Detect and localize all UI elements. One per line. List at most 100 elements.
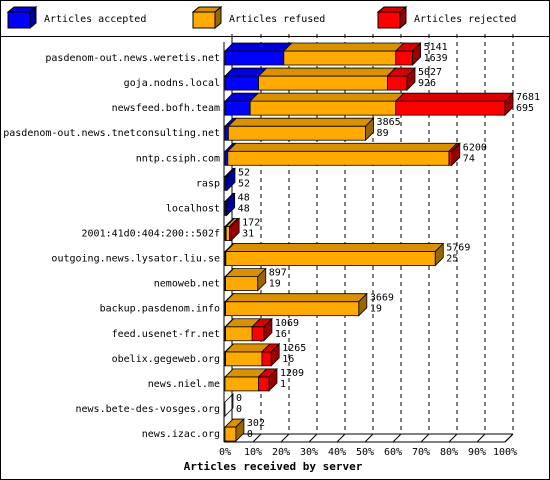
- y-tick-label: pasdenom-out.news.tnetconsulting.net: [3, 128, 220, 139]
- total-label: 7681: [516, 92, 540, 103]
- tick-mark: [392, 433, 402, 443]
- legend-label: Articles refused: [229, 14, 325, 25]
- x-axis-label: Articles received by server: [184, 460, 363, 473]
- accepted-label: 74: [463, 153, 475, 164]
- bar-front: [224, 426, 237, 442]
- bar-end: [434, 242, 444, 267]
- tick-mark: [420, 433, 430, 443]
- bar-top: [257, 67, 397, 77]
- bar-front: [225, 301, 360, 317]
- accepted-label: 0: [236, 404, 242, 415]
- accepted-label: 52: [238, 178, 250, 189]
- bar-top: [224, 42, 293, 52]
- total-label: 1209: [280, 368, 304, 379]
- bar-front: [283, 50, 397, 66]
- bar-end: [226, 192, 236, 217]
- bar-top: [226, 142, 458, 152]
- accepted-label: 89: [377, 128, 389, 139]
- y-tick-label: localhost: [166, 203, 220, 214]
- bar-front: [224, 150, 229, 166]
- bar-front: [225, 251, 436, 266]
- bar-front: [227, 150, 450, 166]
- bar-top: [227, 117, 375, 127]
- bar-end: [365, 117, 374, 142]
- x-tick-label: 30%: [300, 447, 318, 458]
- bar-end: [504, 92, 514, 117]
- y-tick-label: nemoweb.net: [154, 279, 220, 290]
- accepted-label: 16: [282, 354, 294, 365]
- bar-segment: [224, 293, 368, 317]
- accepted-label: 25: [446, 254, 458, 265]
- bar-front: [225, 226, 230, 241]
- total-label: 52: [238, 167, 250, 178]
- bar-segment: [224, 243, 445, 266]
- bar-end: [412, 42, 422, 66]
- accepted-label: 31: [242, 228, 254, 239]
- bar-end: [226, 167, 236, 192]
- bar-front: [395, 50, 413, 66]
- accepted-label: 19: [370, 304, 382, 315]
- bar-end: [263, 317, 273, 342]
- total-label: 1069: [275, 318, 299, 329]
- bar-front: [258, 75, 388, 91]
- tick-mark: [476, 433, 486, 443]
- bar-segment: [249, 92, 405, 116]
- bar-segment: [394, 42, 422, 66]
- x-tick-label: 0%: [219, 447, 231, 458]
- bar-top: [394, 92, 514, 102]
- y-tick-label: newsfeed.bofh.team: [112, 103, 220, 114]
- accepted-label: 19: [269, 279, 281, 290]
- y-tick-label: news.niel.me: [148, 379, 220, 390]
- bar-segment: [224, 368, 268, 392]
- tick-mark: [364, 433, 374, 443]
- y-tick-label: news.izac.org: [142, 429, 220, 440]
- bar-segment: [227, 117, 375, 141]
- bar-front: [251, 326, 265, 342]
- total-label: 0: [236, 393, 242, 404]
- x-tick-label: 80%: [440, 447, 458, 458]
- tick-mark: [308, 433, 318, 443]
- x-tick-label: 100%: [493, 447, 517, 458]
- y-tick-label: rasp: [196, 178, 220, 189]
- bar-segment: [257, 67, 397, 91]
- bar-front: [249, 100, 397, 116]
- bar-empty: [224, 393, 234, 417]
- total-label: 48: [238, 192, 250, 203]
- tick-mark: [252, 433, 262, 443]
- bar-segment: [224, 42, 293, 66]
- bar-segment: [386, 67, 416, 91]
- bar-front: [225, 326, 253, 342]
- x-tick-label: 20%: [272, 447, 290, 458]
- bar-end: [230, 217, 240, 242]
- total-label: 5141: [424, 42, 448, 53]
- accepted-label: 695: [516, 103, 534, 114]
- bar-front: [448, 150, 453, 166]
- total-label: 302: [247, 418, 265, 429]
- bar-segment: [394, 92, 514, 116]
- legend-swatch-side: [214, 5, 222, 30]
- bar-front: [224, 50, 285, 66]
- tick-mark: [504, 433, 514, 443]
- bar-top: [282, 42, 405, 52]
- legend-label: Articles rejected: [414, 14, 516, 25]
- bar-segment: [224, 67, 268, 91]
- y-tick-label: outgoing.news.lysator.liu.se: [51, 254, 220, 265]
- bar-front: [227, 125, 366, 141]
- y-tick-label: obelix.gegeweb.org: [112, 354, 220, 365]
- bar-front: [261, 351, 272, 367]
- y-tick-label: feed.usenet-fr.net: [112, 329, 220, 340]
- bar-front: [225, 276, 259, 292]
- accepted-label: 1: [280, 379, 286, 390]
- x-tick-label: 70%: [412, 447, 430, 458]
- y-tick-label: goja.nodns.local: [124, 78, 220, 89]
- legend-swatch-side: [399, 5, 407, 30]
- bar-end: [268, 367, 278, 392]
- bar-end: [358, 292, 368, 317]
- bar-front: [225, 351, 263, 367]
- bar-front: [395, 100, 506, 116]
- bar-front: [258, 376, 270, 392]
- bar-front: [224, 100, 251, 116]
- tick-mark: [336, 433, 346, 443]
- bar-end: [406, 67, 416, 92]
